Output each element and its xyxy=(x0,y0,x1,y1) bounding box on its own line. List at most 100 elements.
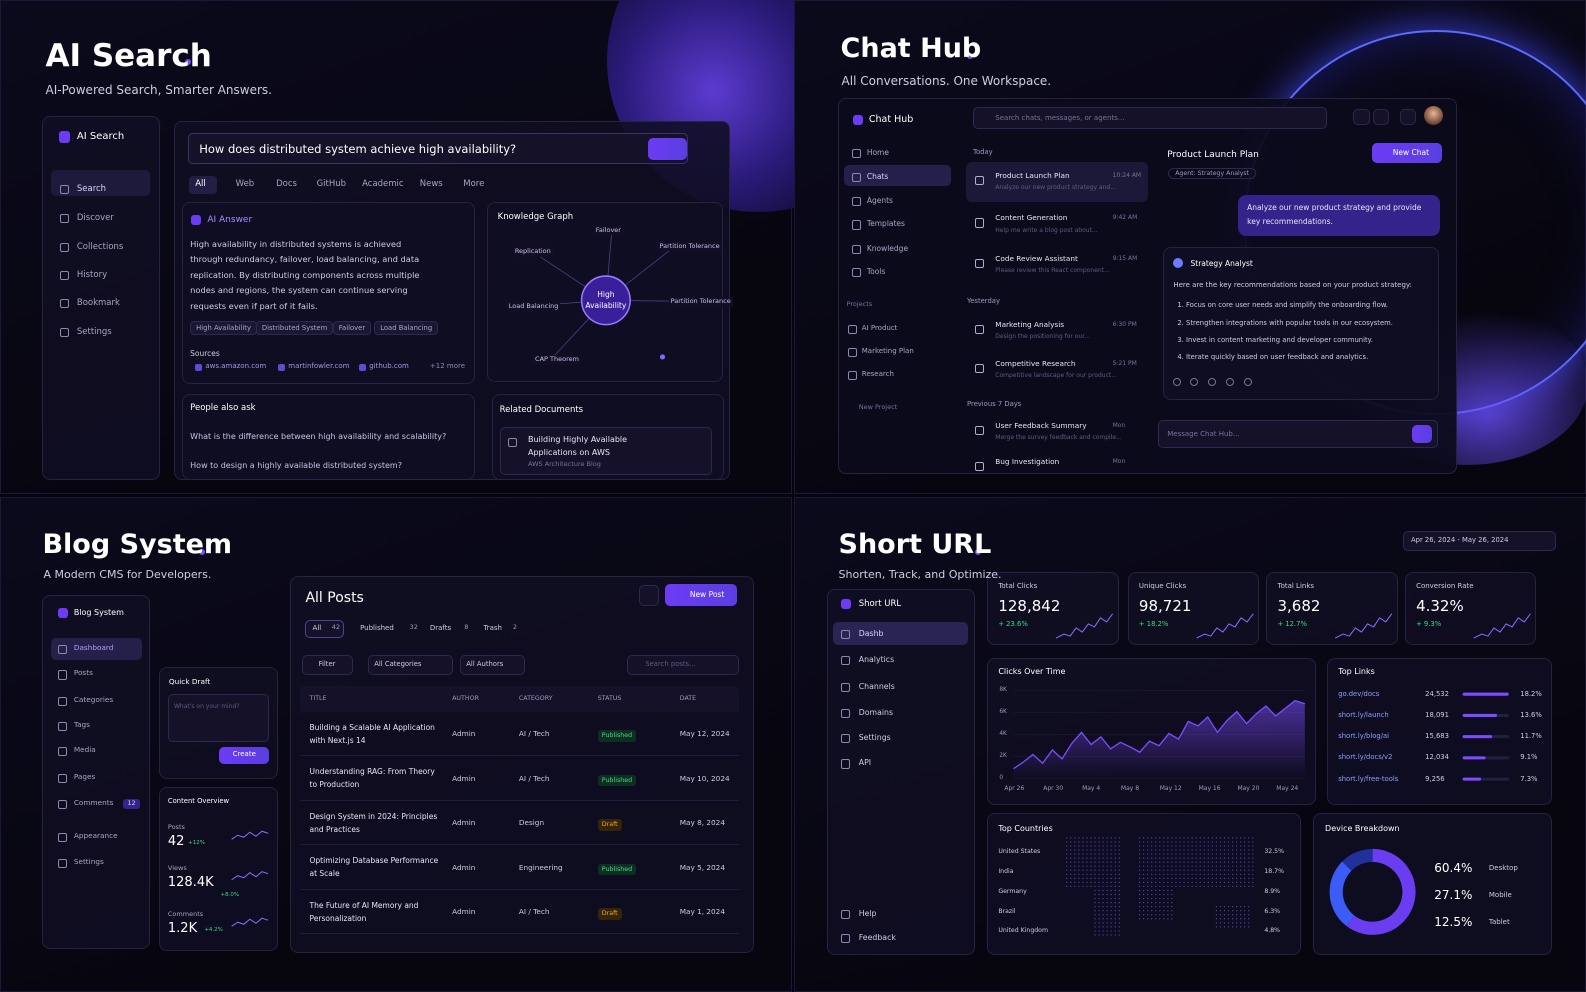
date-range[interactable] xyxy=(1402,530,1556,552)
reaction-icon[interactable] xyxy=(1244,378,1253,387)
tab[interactable]: Docs xyxy=(276,178,297,189)
search-bar[interactable] xyxy=(973,107,1328,130)
nav-item[interactable]: Tools xyxy=(866,266,886,276)
title-dot xyxy=(975,549,982,556)
filter[interactable] xyxy=(460,655,525,676)
filter[interactable] xyxy=(302,655,353,676)
nav-item[interactable]: Discover xyxy=(76,213,114,224)
reaction-icon[interactable] xyxy=(1207,378,1216,387)
nav-item[interactable]: Chats xyxy=(866,171,889,181)
nav-item[interactable]: Channels xyxy=(858,681,895,691)
post-title[interactable]: Understanding RAG: From Theory to Produc… xyxy=(309,767,435,790)
post-tab[interactable] xyxy=(305,619,344,639)
nav-item[interactable]: Search xyxy=(76,184,107,195)
post-cell: Admin xyxy=(452,862,476,872)
reaction-icon[interactable] xyxy=(1225,378,1234,387)
nav-active xyxy=(50,638,142,661)
reaction-icon[interactable] xyxy=(1189,378,1198,387)
nav-item[interactable]: History xyxy=(76,269,108,280)
nav-item[interactable]: API xyxy=(858,758,872,768)
new-project[interactable]: New Project xyxy=(858,403,898,412)
project[interactable]: Marketing Plan xyxy=(861,346,914,355)
nav-item[interactable]: Media xyxy=(73,745,96,755)
nav-item[interactable]: Pages xyxy=(73,771,96,781)
source-icon xyxy=(195,364,203,372)
chat-title[interactable]: Content Generation xyxy=(995,213,1068,223)
paa-question[interactable]: How to design a highly available distrib… xyxy=(190,461,402,471)
post-tab-label: All xyxy=(312,623,322,632)
post-title[interactable]: The Future of AI Memory and Personalizat… xyxy=(309,900,419,923)
tab[interactable]: More xyxy=(463,178,485,189)
new-post-button[interactable] xyxy=(664,584,738,606)
nav-item[interactable]: Appearance xyxy=(73,831,118,841)
nav-item[interactable]: Settings xyxy=(76,326,112,337)
nav-item[interactable]: Home xyxy=(866,147,889,157)
table-row xyxy=(300,801,740,846)
bar xyxy=(1462,735,1493,739)
post-title[interactable]: Building a Scalable AI Application with … xyxy=(309,722,435,745)
message-input[interactable] xyxy=(1158,419,1439,448)
chat-title[interactable]: User Feedback Summary xyxy=(995,420,1087,430)
filter-label: All Categories xyxy=(374,660,422,669)
nav-item[interactable]: Collections xyxy=(76,241,124,252)
nav-item[interactable]: Comments xyxy=(73,797,114,807)
new-chat-button[interactable] xyxy=(1371,142,1443,163)
world-map xyxy=(1066,837,1254,936)
nav-item[interactable]: Help xyxy=(858,909,877,919)
search-button[interactable] xyxy=(648,137,687,160)
filter[interactable] xyxy=(368,655,454,676)
nav-item[interactable]: Templates xyxy=(866,219,905,229)
nav-item[interactable]: Categories xyxy=(73,694,114,704)
nav-icon xyxy=(975,462,985,472)
chat-title[interactable]: Code Review Assistant xyxy=(995,253,1078,263)
post-title[interactable]: Design System in 2024: Principles and Pr… xyxy=(309,811,438,834)
tab[interactable]: Academic xyxy=(362,178,404,189)
tab[interactable]: News xyxy=(419,178,443,189)
nav-item[interactable]: Knowledge xyxy=(866,243,909,253)
toolbar-button[interactable] xyxy=(1372,109,1389,126)
tab[interactable]: Web xyxy=(235,178,255,189)
tab[interactable]: All xyxy=(195,178,206,189)
link-url[interactable]: short.ly/free-tools xyxy=(1338,774,1399,783)
link-url[interactable]: go.dev/docs xyxy=(1338,689,1380,698)
nav-item[interactable]: Analytics xyxy=(858,655,895,665)
chat-title[interactable]: Competitive Research xyxy=(995,358,1076,368)
search-box[interactable] xyxy=(188,133,688,164)
toolbar-button[interactable] xyxy=(1353,109,1370,126)
search-query: How does distributed system achieve high… xyxy=(199,141,517,156)
nav-item[interactable]: Settings xyxy=(73,856,104,866)
link-url[interactable]: short.ly/blog/ai xyxy=(1338,732,1390,741)
chat-preview: Analyze our new product strategy and... xyxy=(995,184,1116,192)
nav-item[interactable]: Posts xyxy=(73,668,93,678)
tag: Distributed System xyxy=(255,320,334,335)
quick-draft-input[interactable] xyxy=(167,693,270,743)
send-button[interactable] xyxy=(1412,424,1433,443)
nav-item[interactable]: Bookmark xyxy=(76,298,120,309)
nav-item[interactable]: Settings xyxy=(858,733,891,743)
post-cell: AI / Tech xyxy=(518,907,550,917)
project[interactable]: Research xyxy=(861,370,894,379)
nav-icon xyxy=(507,437,517,447)
chat-title[interactable]: Bug Investigation xyxy=(995,457,1060,467)
project[interactable]: AI Product xyxy=(861,323,898,332)
nav-item[interactable]: Domains xyxy=(858,707,894,717)
reaction-icon[interactable] xyxy=(1173,378,1182,387)
nav-item[interactable]: Dashboard xyxy=(73,643,114,653)
post-tab-count: 8 xyxy=(464,622,469,631)
tab[interactable]: GitHub xyxy=(316,178,347,189)
table-row xyxy=(300,845,740,890)
refresh-button[interactable] xyxy=(639,585,660,606)
nav-item[interactable]: Agents xyxy=(866,196,893,206)
chat-title[interactable]: Product Launch Plan xyxy=(995,170,1070,180)
link-url[interactable]: short.ly/docs/v2 xyxy=(1338,753,1393,762)
post-search[interactable] xyxy=(627,655,740,676)
create-button[interactable] xyxy=(219,747,270,765)
paa-question[interactable]: What is the difference between high avai… xyxy=(190,431,447,441)
post-title[interactable]: Optimizing Database Performance at Scale xyxy=(309,856,439,879)
nav-item[interactable]: Tags xyxy=(73,719,90,729)
toolbar-button[interactable] xyxy=(1399,109,1417,126)
nav-item[interactable]: Dashb xyxy=(858,628,884,638)
chat-title[interactable]: Marketing Analysis xyxy=(995,319,1065,329)
nav-item[interactable]: Feedback xyxy=(858,933,896,943)
link-url[interactable]: short.ly/launch xyxy=(1338,710,1389,719)
